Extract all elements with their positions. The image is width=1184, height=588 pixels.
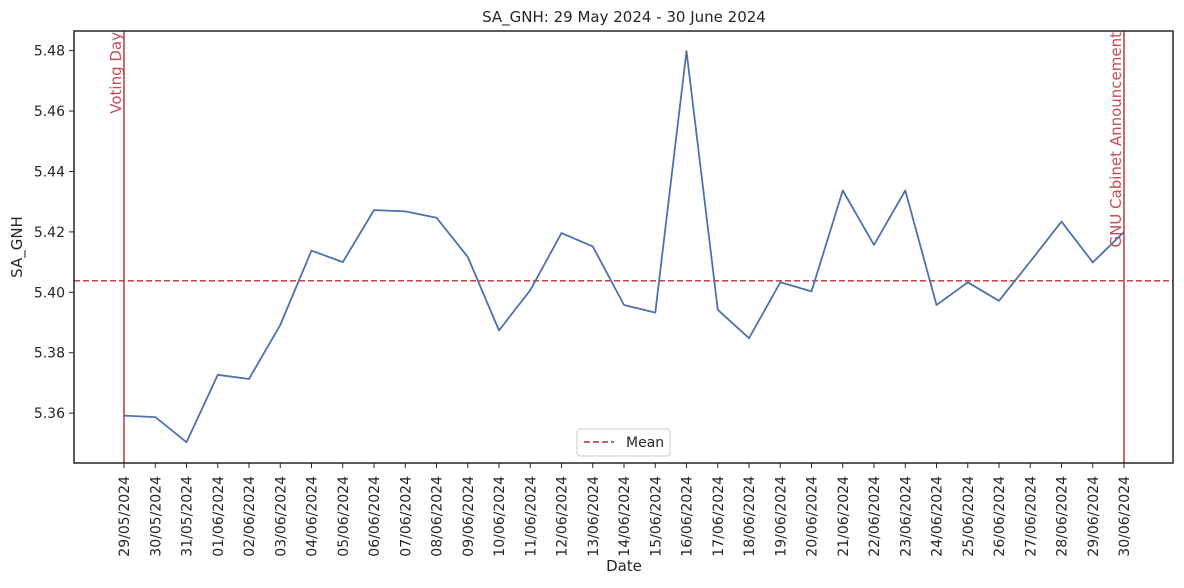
x-tick-label: 18/06/2024: [742, 476, 758, 557]
x-tick-label: 12/06/2024: [555, 476, 571, 557]
event-label-gnu-cabinet-announcement: GNU Cabinet Announcement: [1107, 32, 1125, 248]
x-tick-label: 09/06/2024: [461, 476, 477, 557]
x-tick-label: 21/06/2024: [836, 476, 852, 557]
x-tick-label: 24/06/2024: [930, 476, 946, 557]
y-axis-ticks: 5.36 5.38 5.40 5.42 5.44 5.46 5.48: [34, 44, 74, 422]
x-tick-label: 31/05/2024: [180, 476, 196, 557]
y-tick-label: 5.48: [34, 44, 65, 60]
y-tick-label: 5.46: [34, 104, 65, 120]
x-tick-label: 03/06/2024: [273, 476, 289, 557]
x-tick-label: 13/06/2024: [586, 476, 602, 557]
x-tick-label: 10/06/2024: [492, 476, 508, 557]
legend-box: [576, 428, 671, 457]
x-tick-label: 08/06/2024: [430, 476, 446, 557]
x-tick-label: 23/06/2024: [898, 476, 914, 557]
y-tick-label: 5.36: [34, 406, 65, 422]
x-axis-ticks: 29/05/2024 30/05/2024 31/05/2024 01/06/2024…: [117, 463, 1133, 557]
x-tick-label: 29/06/2024: [1086, 476, 1102, 557]
series-line-0: [123, 50, 1125, 444]
x-axis-label: Date: [606, 557, 642, 575]
x-tick-label: 02/06/2024: [242, 476, 258, 557]
x-tick-label: 25/06/2024: [961, 476, 977, 557]
y-tick-label: 5.44: [34, 164, 65, 180]
x-tick-label: 05/06/2024: [336, 476, 352, 557]
plot-area: Voting Day GNU Cabinet Announcement: [74, 31, 1173, 463]
x-tick-label: 16/06/2024: [680, 476, 696, 557]
x-tick-label: 19/06/2024: [773, 476, 789, 557]
x-tick-label: 15/06/2024: [648, 476, 664, 557]
x-tick-label: 30/05/2024: [148, 476, 164, 557]
y-tick-label: 5.40: [34, 285, 65, 301]
y-tick-label: 5.38: [34, 346, 65, 362]
y-axis-label: SA_GNH: [8, 216, 27, 278]
x-tick-label: 26/06/2024: [992, 476, 1008, 557]
chart-title: SA_GNH: 29 May 2024 - 30 June 2024: [482, 8, 766, 27]
x-tick-label: 17/06/2024: [711, 476, 727, 557]
legend-mean-label: Mean: [626, 435, 664, 451]
event-label-voting-day: Voting Day: [107, 32, 125, 114]
x-tick-label: 14/06/2024: [617, 476, 633, 557]
x-tick-label: 11/06/2024: [523, 476, 539, 557]
x-tick-label: 01/06/2024: [211, 476, 227, 557]
legend: Mean: [576, 428, 671, 457]
x-tick-label: 20/06/2024: [805, 476, 821, 557]
x-tick-label: 04/06/2024: [305, 476, 321, 557]
plot-frame: [73, 30, 1174, 464]
x-tick-label: 29/05/2024: [117, 476, 133, 557]
x-tick-label: 07/06/2024: [398, 476, 414, 557]
x-tick-label: 30/06/2024: [1117, 476, 1133, 557]
y-tick-label: 5.42: [34, 225, 65, 241]
x-tick-label: 06/06/2024: [367, 476, 383, 557]
x-tick-label: 27/06/2024: [1023, 476, 1039, 557]
x-tick-label: 28/06/2024: [1055, 476, 1071, 557]
x-tick-label: 22/06/2024: [867, 476, 883, 557]
